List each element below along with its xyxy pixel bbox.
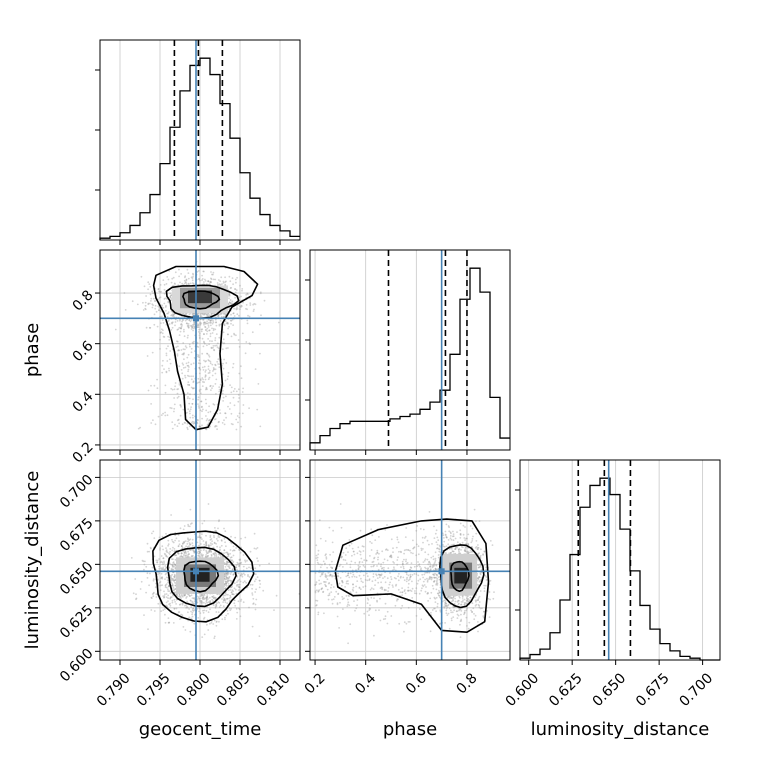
y-tick-label: 0.8 [70, 287, 97, 314]
contour-line [152, 265, 259, 431]
x-tick-label: 0.650 [590, 670, 630, 710]
x-tick-label: 0.600 [503, 670, 543, 710]
ylabel-luminosity-distance: luminosity_distance [22, 471, 43, 650]
truth-marker [193, 315, 199, 322]
density-cell [188, 290, 212, 304]
contour-line [166, 546, 237, 608]
x-tick-label: 0.675 [633, 670, 673, 710]
hist-panel-luminosity_distance: 0.600 0.625 0.650 0.675 0.700 [503, 459, 721, 710]
y-tick-label: 0.600 [57, 646, 97, 686]
histogram-step [519, 477, 720, 661]
contour-line [450, 560, 470, 592]
y-tick-label: 0.700 [57, 472, 97, 512]
histogram-step [309, 267, 510, 450]
histogram-step [99, 57, 300, 240]
x-tick-label: 0.800 [174, 670, 214, 710]
hist-panel-phase [305, 249, 511, 455]
axes-frame [309, 249, 511, 451]
xlabel-phase: phase [383, 719, 437, 740]
x-tick-label: 0.8 [454, 670, 481, 697]
truth-marker [193, 568, 199, 575]
scatter-panel-geocent_time-vs-phase: 0.2 0.4 0.6 0.8 [70, 249, 301, 466]
y-tick-label: 0.6 [70, 338, 97, 365]
x-tick-label: 0.700 [677, 670, 717, 710]
y-tick-label: 0.675 [57, 515, 97, 555]
x-tick-label: 0.4 [352, 670, 379, 697]
contour-line [334, 518, 490, 633]
contour-line [152, 530, 255, 623]
contour-line [439, 544, 485, 609]
scatter-panel-geocent_time-vs-luminosity_distance: 0.790 0.795 0.800 0.805 0.810 0.6000.6250.650… [57, 459, 301, 710]
contour-line [165, 284, 240, 320]
truth-marker [438, 568, 445, 575]
axes-frame [309, 459, 511, 661]
x-tick-label: 0.2 [302, 670, 329, 697]
x-tick-label: 0.805 [214, 670, 254, 710]
scatter-panel-phase-vs-luminosity_distance: 0.2 0.4 0.6 0.8 [302, 459, 511, 697]
contour-line [182, 290, 221, 310]
y-tick-label: 0.650 [57, 559, 97, 599]
x-tick-label: 0.795 [134, 670, 174, 710]
y-tick-label: 0.2 [70, 439, 97, 466]
contour-line [183, 560, 220, 593]
x-tick-label: 0.6 [403, 670, 430, 697]
x-tick-label: 0.625 [546, 670, 586, 710]
y-tick-label: 0.625 [57, 602, 97, 642]
x-tick-label: 0.810 [254, 670, 294, 710]
y-tick-label: 0.4 [70, 389, 97, 416]
axes-frame [519, 459, 721, 661]
ylabel-phase: phase [22, 323, 43, 377]
xlabel-geocent-time: geocent_time [139, 719, 262, 740]
xlabel-luminosity-distance: luminosity_distance [531, 719, 710, 740]
density-cell [454, 567, 467, 584]
hist-panel-geocent_time [95, 39, 301, 245]
x-tick-label: 0.790 [94, 670, 134, 710]
